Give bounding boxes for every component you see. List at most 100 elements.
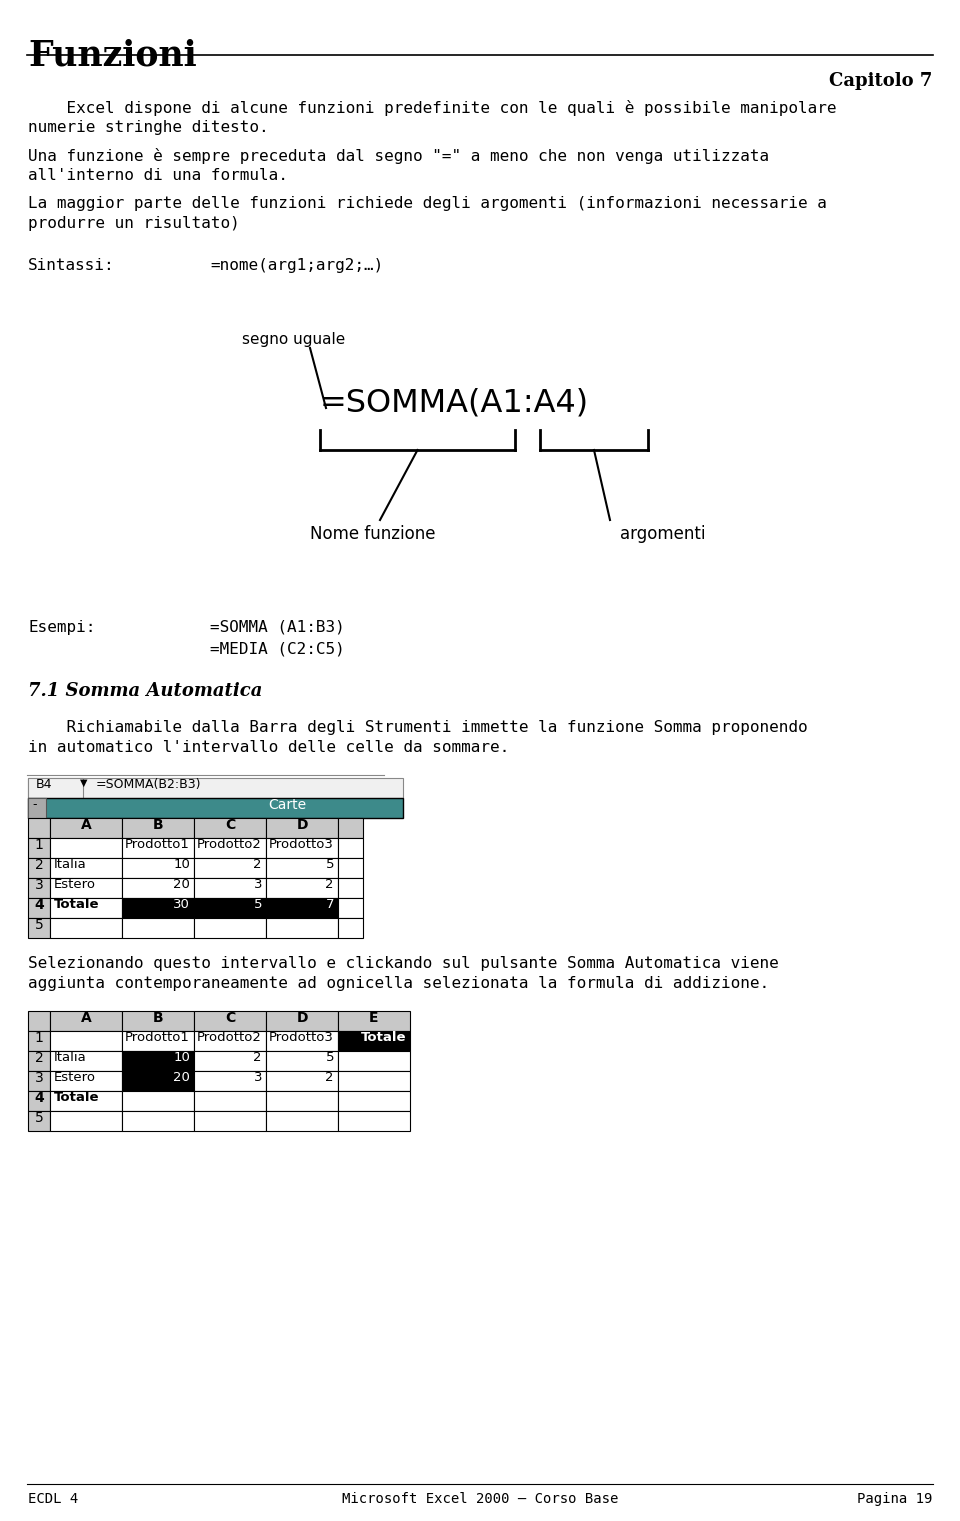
Bar: [28, 818, 50, 838]
Text: 30: 30: [173, 897, 190, 911]
Text: Selezionando questo intervallo e clickando sul pulsante Somma Automatica viene: Selezionando questo intervallo e clickan…: [28, 957, 779, 970]
Bar: [338, 897, 363, 919]
Bar: [50, 897, 122, 919]
Bar: [266, 1071, 338, 1091]
Bar: [50, 1071, 122, 1091]
Bar: [28, 1051, 50, 1071]
Bar: [28, 779, 403, 799]
Bar: [122, 1071, 194, 1091]
Text: =MEDIA (C2:C5): =MEDIA (C2:C5): [210, 642, 345, 657]
Bar: [122, 818, 194, 838]
Bar: [266, 1051, 338, 1071]
Text: La maggior parte delle funzioni richiede degli argomenti (informazioni necessari: La maggior parte delle funzioni richiede…: [28, 196, 827, 211]
Text: argomenti: argomenti: [620, 525, 706, 543]
Text: =SOMMA(A1:A4): =SOMMA(A1:A4): [320, 388, 589, 418]
Text: 2: 2: [325, 1071, 334, 1084]
Bar: [122, 1110, 194, 1132]
Bar: [266, 1110, 338, 1132]
Bar: [266, 818, 338, 838]
Bar: [28, 919, 50, 938]
Text: 5: 5: [35, 1110, 43, 1126]
Bar: [50, 878, 122, 897]
Text: Nome funzione: Nome funzione: [310, 525, 436, 543]
Bar: [28, 1071, 50, 1091]
Text: 3: 3: [35, 1071, 43, 1084]
Text: 20: 20: [173, 878, 190, 891]
Text: 7.1 Somma Automatica: 7.1 Somma Automatica: [28, 681, 262, 700]
Text: Totale: Totale: [361, 1031, 406, 1043]
Text: segno uguale: segno uguale: [242, 332, 346, 347]
Text: aggiunta contemporaneamente ad ognicella selezionata la formula di addizione.: aggiunta contemporaneamente ad ognicella…: [28, 976, 769, 992]
Text: in automatico l'intervallo delle celle da sommare.: in automatico l'intervallo delle celle d…: [28, 741, 509, 754]
Bar: [28, 858, 50, 878]
Text: 5: 5: [325, 858, 334, 872]
Text: B: B: [153, 1011, 163, 1025]
Text: Prodotto2: Prodotto2: [197, 1031, 262, 1043]
Bar: [338, 1031, 410, 1051]
Text: C: C: [225, 1011, 235, 1025]
Text: =nome(arg1;arg2;…): =nome(arg1;arg2;…): [210, 259, 383, 272]
Bar: [338, 1011, 410, 1031]
Text: 1: 1: [35, 838, 43, 852]
Text: 2: 2: [35, 1051, 43, 1065]
Text: Esempi:: Esempi:: [28, 621, 95, 634]
Text: all'interno di una formula.: all'interno di una formula.: [28, 167, 288, 183]
Bar: [266, 919, 338, 938]
Bar: [50, 1011, 122, 1031]
Text: Prodotto3: Prodotto3: [269, 1031, 334, 1043]
Text: Prodotto1: Prodotto1: [125, 838, 190, 852]
Bar: [122, 1051, 194, 1071]
Text: A: A: [81, 1011, 91, 1025]
Bar: [28, 1031, 50, 1051]
Text: Prodotto3: Prodotto3: [269, 838, 334, 852]
Bar: [28, 799, 46, 818]
Text: -: -: [32, 799, 36, 811]
Text: Carte: Carte: [268, 799, 306, 812]
Bar: [28, 799, 403, 818]
Text: 4: 4: [35, 1091, 44, 1104]
Bar: [28, 1091, 50, 1110]
Bar: [266, 878, 338, 897]
Text: Totale: Totale: [54, 1091, 100, 1104]
Text: Prodotto1: Prodotto1: [125, 1031, 190, 1043]
Text: B: B: [153, 818, 163, 832]
Bar: [50, 838, 122, 858]
Bar: [50, 1091, 122, 1110]
Bar: [50, 1051, 122, 1071]
Bar: [338, 838, 363, 858]
Bar: [194, 1091, 266, 1110]
Text: Estero: Estero: [54, 878, 96, 891]
Bar: [194, 818, 266, 838]
Bar: [194, 1110, 266, 1132]
Bar: [194, 919, 266, 938]
Bar: [194, 1071, 266, 1091]
Bar: [28, 897, 50, 919]
Bar: [28, 838, 50, 858]
Bar: [194, 878, 266, 897]
Text: Estero: Estero: [54, 1071, 96, 1084]
Text: Totale: Totale: [54, 897, 100, 911]
Bar: [266, 1011, 338, 1031]
Bar: [122, 897, 194, 919]
Bar: [122, 1091, 194, 1110]
Text: 20: 20: [173, 1071, 190, 1084]
Text: A: A: [81, 818, 91, 832]
Bar: [50, 1110, 122, 1132]
Bar: [28, 779, 83, 799]
Text: 4: 4: [35, 897, 44, 913]
Bar: [122, 1011, 194, 1031]
Bar: [122, 838, 194, 858]
Text: =SOMMA(B2:B3): =SOMMA(B2:B3): [96, 779, 202, 791]
Text: 2: 2: [325, 878, 334, 891]
Bar: [338, 878, 363, 897]
Bar: [194, 1011, 266, 1031]
Bar: [338, 1051, 410, 1071]
Bar: [50, 818, 122, 838]
Bar: [266, 858, 338, 878]
Text: 10: 10: [173, 858, 190, 872]
Bar: [338, 818, 363, 838]
Bar: [194, 1031, 266, 1051]
Bar: [194, 858, 266, 878]
Text: Capitolo 7: Capitolo 7: [828, 71, 932, 90]
Text: numerie stringhe ditesto.: numerie stringhe ditesto.: [28, 120, 269, 135]
